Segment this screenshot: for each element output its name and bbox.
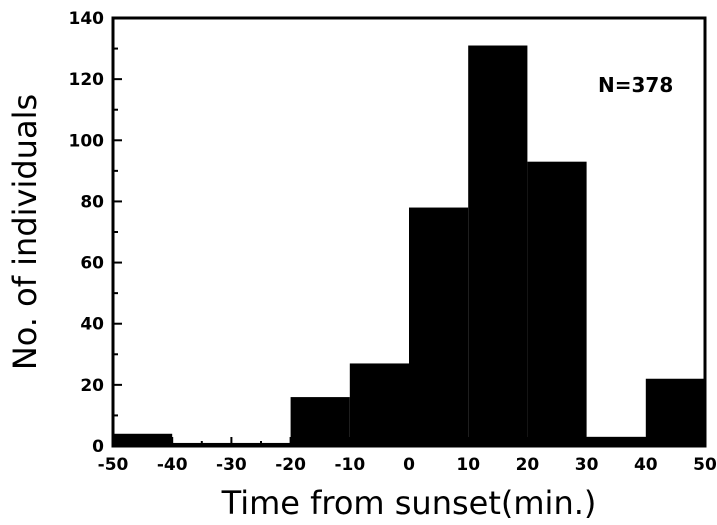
histogram-bar-0 <box>113 433 173 446</box>
y-axis-title: No. of individuals <box>6 94 44 370</box>
y-tick-label-0: 0 <box>92 437 104 457</box>
y-tick-label-1: 20 <box>80 376 104 396</box>
y-tick-label-2: 40 <box>80 315 104 335</box>
x-tick-label-7: 20 <box>516 455 540 475</box>
y-tick-label-3: 60 <box>80 254 104 274</box>
x-tick-label-0: -50 <box>98 455 129 475</box>
histogram-bar-4 <box>349 363 409 446</box>
x-tick-label-1: -40 <box>157 455 188 475</box>
histogram-bar-3 <box>290 397 350 446</box>
y-axis-ticks: 0 20 40 60 80 100 120 140 <box>69 9 122 457</box>
x-tick-label-10: 50 <box>693 455 717 475</box>
y-tick-label-6: 120 <box>69 70 105 90</box>
x-tick-label-4: -10 <box>334 455 365 475</box>
x-axis-title: Time from sunset(min.) <box>221 484 597 522</box>
x-tick-label-6: 10 <box>456 455 480 475</box>
y-tick-label-4: 80 <box>80 192 104 212</box>
x-tick-label-8: 30 <box>575 455 599 475</box>
x-tick-label-3: -20 <box>275 455 306 475</box>
histogram-bar-9 <box>645 378 705 446</box>
x-tick-label-2: -30 <box>216 455 247 475</box>
x-axis-ticks: -50 -40 -30 -20 -10 0 10 20 30 40 50 <box>98 437 717 475</box>
histogram-bar-7 <box>527 161 587 446</box>
x-tick-label-5: 0 <box>403 455 415 475</box>
histogram-bar-6 <box>468 45 528 447</box>
sample-size-annotation: N=378 <box>598 73 673 97</box>
histogram-bars <box>113 45 705 447</box>
x-tick-label-9: 40 <box>634 455 658 475</box>
histogram-bar-5 <box>409 207 469 446</box>
y-tick-label-5: 100 <box>69 131 105 151</box>
y-tick-label-7: 140 <box>69 9 105 29</box>
